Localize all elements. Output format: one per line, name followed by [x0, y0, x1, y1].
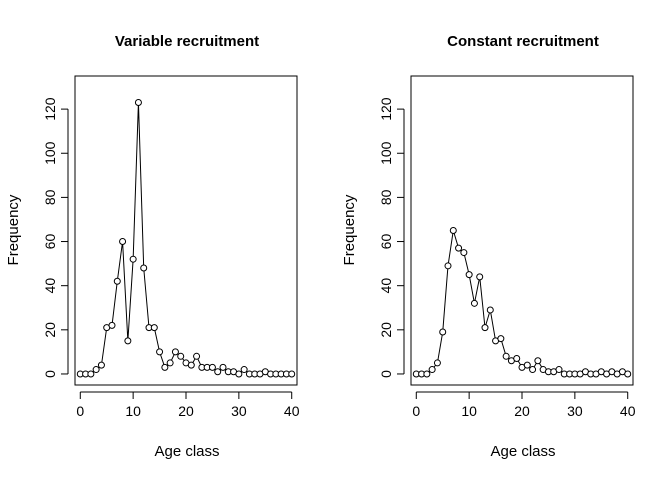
- data-point: [523, 361, 531, 369]
- data-point: [119, 238, 127, 246]
- data-point: [288, 370, 296, 378]
- data-point: [97, 361, 105, 369]
- data-point: [166, 359, 174, 367]
- x-tick-label: 30: [231, 403, 247, 419]
- x-tick-label: 10: [461, 403, 477, 419]
- plot-frame: [410, 75, 634, 386]
- series-line: [416, 230, 628, 375]
- data-point: [439, 328, 447, 336]
- y-tick-label: 40: [42, 278, 58, 294]
- x-tick-label: 0: [76, 403, 84, 419]
- y-tick-label: 100: [378, 141, 394, 165]
- x-tick-label: 20: [178, 403, 194, 419]
- data-point: [87, 370, 95, 378]
- chart-title: Variable recruitment: [115, 33, 259, 50]
- y-tick-label: 80: [42, 189, 58, 205]
- x-tick-label: 20: [514, 403, 530, 419]
- panel-constant-recruitment: Constant recruitment Age class Frequency…: [341, 33, 636, 460]
- data-point: [555, 366, 563, 374]
- data-point: [193, 352, 201, 360]
- data-point: [134, 98, 142, 106]
- chart-title: Constant recruitment: [447, 33, 599, 50]
- data-point: [449, 227, 457, 234]
- panel-variable-recruitment: Variable recruitment Age class Frequency…: [5, 33, 300, 460]
- data-point: [444, 262, 452, 270]
- y-tick-label: 80: [378, 189, 394, 205]
- data-point: [208, 363, 216, 371]
- data-point: [124, 337, 132, 345]
- data-point: [156, 348, 164, 356]
- data-point: [235, 370, 243, 378]
- y-tick-label: 100: [42, 141, 58, 165]
- data-point: [214, 368, 222, 376]
- x-tick-label: 0: [412, 403, 420, 419]
- data-point: [465, 271, 473, 279]
- data-point: [161, 363, 169, 371]
- plot-frame: [74, 75, 298, 386]
- y-tick-label: 0: [42, 370, 58, 378]
- x-tick-label: 40: [284, 403, 300, 419]
- data-point: [476, 273, 484, 281]
- data-point: [624, 370, 632, 378]
- data-point: [502, 352, 510, 360]
- y-tick-label: 20: [42, 322, 58, 338]
- data-point: [423, 370, 431, 378]
- y-tick-label: 120: [378, 97, 394, 121]
- y-tick-label: 40: [378, 278, 394, 294]
- x-axis-label: Age class: [490, 443, 555, 460]
- data-point: [92, 366, 100, 374]
- y-axis-label: Frequency: [341, 194, 358, 265]
- series-line: [80, 102, 292, 375]
- data-point: [428, 366, 436, 374]
- data-point: [219, 363, 227, 371]
- data-point: [150, 324, 158, 332]
- data-point: [140, 264, 148, 272]
- data-point: [529, 366, 537, 374]
- data-point: [171, 348, 179, 356]
- data-point: [108, 321, 116, 329]
- x-tick-label: 30: [567, 403, 583, 419]
- y-tick-label: 0: [378, 370, 394, 378]
- data-point: [433, 359, 441, 367]
- data-point: [460, 249, 468, 257]
- y-axis-label: Frequency: [5, 194, 22, 265]
- data-point: [497, 335, 505, 343]
- data-point: [534, 357, 542, 365]
- x-tick-label: 40: [620, 403, 636, 419]
- y-tick-label: 120: [42, 97, 58, 121]
- y-tick-label: 20: [378, 322, 394, 338]
- x-tick-label: 10: [125, 403, 141, 419]
- x-axis-label: Age class: [154, 443, 219, 460]
- data-point: [481, 324, 489, 332]
- data-point: [113, 277, 121, 285]
- y-tick-label: 60: [42, 234, 58, 250]
- data-point: [455, 244, 463, 252]
- data-point: [187, 361, 195, 369]
- y-tick-label: 60: [378, 234, 394, 250]
- data-point: [513, 355, 521, 363]
- data-point: [177, 352, 185, 360]
- data-point: [240, 366, 248, 374]
- data-point: [129, 255, 137, 263]
- data-point: [486, 306, 494, 314]
- data-point: [470, 299, 478, 307]
